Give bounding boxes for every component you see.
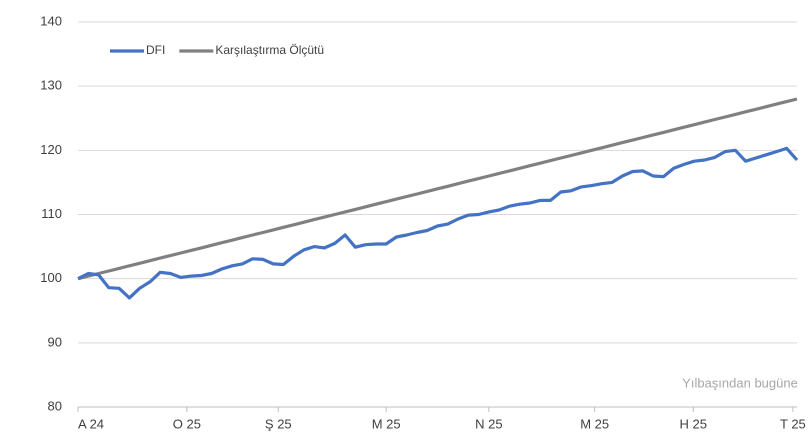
legend-label: DFI [146,43,165,57]
series-line [77,146,799,300]
y-tick-label: 100 [40,270,62,285]
x-tick-label: Ş 25 [265,416,292,431]
x-tick-label: N 25 [475,416,502,431]
annotation: Yılbaşından bugüne [682,375,798,390]
y-tick-label: 90 [48,334,62,349]
series-line [77,97,798,281]
x-tick-label: A 24 [78,416,104,431]
y-tick-label: 120 [40,142,62,157]
x-tick-label: M 25 [372,416,401,431]
legend-label: Karşılaştırma Ölçütü [215,43,324,57]
y-tick-label: 80 [48,398,62,413]
y-tick-label: 130 [40,78,62,93]
x-tick-label: O 25 [173,416,201,431]
y-tick-label: 110 [41,206,62,221]
y-tick-label: 140 [40,13,62,28]
x-tick-label: M 25 [580,416,609,431]
x-tick-label: T 25 [780,416,806,431]
x-tick-label: H 25 [680,416,707,431]
